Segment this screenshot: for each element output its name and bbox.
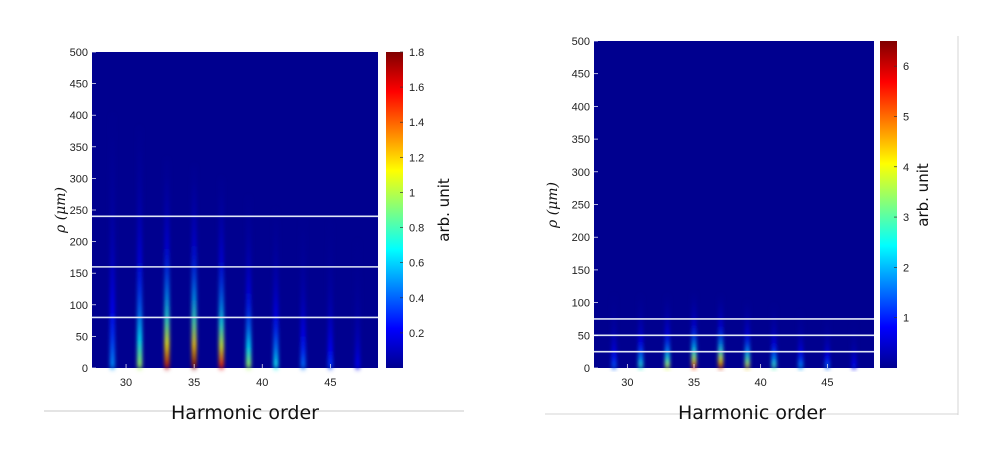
harmonic-streak [770, 305, 778, 368]
y-tick-label: 450 [572, 69, 590, 81]
harmonic-streak [245, 197, 252, 368]
x-tick-label: 40 [256, 377, 268, 389]
y-ticks-left: 0 50 100 150 200 250 300 350 400 450 500 [70, 47, 96, 375]
y-tick-label: 400 [70, 110, 88, 122]
reference-lines-right [594, 318, 874, 353]
colorbar-right [880, 41, 897, 368]
y-tick-label: 50 [578, 330, 590, 342]
x-axis-label-left: Harmonic order [171, 402, 319, 424]
y-tick-label: 200 [572, 232, 590, 244]
colorbar-tick-label: 5 [903, 111, 909, 123]
x-axis-label-right: Harmonic order [678, 402, 826, 424]
colorbar-tick-label: 1 [409, 187, 415, 199]
colorbar-tick-label: 0.4 [409, 293, 424, 305]
y-tick-label: 150 [70, 268, 88, 280]
reference-lines-left [92, 215, 378, 319]
harmonic-streak [136, 127, 143, 368]
x-tick-label: 35 [688, 377, 700, 389]
harmonic-streak [637, 296, 644, 368]
colorbar-left [386, 52, 403, 368]
x-tick-label: 30 [120, 377, 132, 389]
colorbar-tick-label: 1 [903, 313, 909, 325]
y-tick-label: 50 [76, 331, 88, 343]
x-tick-label: 40 [755, 377, 767, 389]
colorbar-tick-label: 4 [903, 162, 909, 174]
y-tick-label: 150 [572, 265, 590, 277]
y-tick-label: 200 [70, 237, 88, 249]
y-tick-label: 100 [572, 298, 590, 310]
x-ticks-right: 30 35 40 45 [621, 364, 833, 389]
y-tick-label: 450 [70, 79, 88, 91]
y-tick-label: 300 [70, 173, 88, 185]
harmonic-streak [299, 216, 307, 368]
plot-area-left [92, 52, 378, 368]
y-tick-label: 500 [572, 36, 590, 48]
colorbar-ticks-left: 0.2 0.4 0.6 0.8 1 1.2 1.4 1.6 1.8 [400, 47, 424, 340]
y-tick-label: 0 [82, 363, 88, 375]
colorbar-tick-label: 0.6 [409, 258, 424, 270]
y-tick-label: 0 [584, 363, 590, 375]
x-tick-label: 45 [821, 377, 833, 389]
x-ticks-left: 30 35 40 45 [120, 364, 336, 389]
colorbar-tick-label: 2 [903, 262, 909, 274]
y-tick-label: 350 [572, 134, 590, 146]
x-tick-label: 30 [621, 377, 633, 389]
colorbar-ticks-right: 1 2 3 4 5 6 [894, 61, 909, 325]
y-tick-label: 250 [70, 205, 88, 217]
harmonic-streak [163, 159, 171, 368]
harmonic-streak [327, 222, 334, 368]
harmonic-streak [797, 312, 804, 368]
colorbar-tick-label: 0.8 [409, 223, 424, 235]
colorbar-label-right: arb. unit [914, 163, 932, 227]
harmonic-streak [690, 292, 698, 368]
colorbar-tick-label: 1.8 [409, 47, 424, 59]
colorbar-tick-label: 1.4 [409, 117, 424, 129]
colorbar-tick-label: 3 [903, 212, 909, 224]
harmonic-streak [664, 296, 671, 368]
y-tick-label: 500 [70, 47, 88, 59]
y-tick-label: 400 [572, 101, 590, 113]
harmonic-streak [272, 210, 280, 368]
y-tick-label: 100 [70, 300, 88, 312]
colorbar-tick-label: 0.2 [409, 328, 424, 340]
y-tick-label: 250 [572, 200, 590, 212]
harmonic-streak [824, 315, 831, 368]
x-tick-label: 35 [188, 377, 200, 389]
colorbar-tick-label: 1.6 [409, 82, 424, 94]
colorbar-tick-label: 6 [903, 61, 909, 73]
y-tick-label: 350 [70, 142, 88, 154]
y-axis-label-left: ρ (μm) [53, 187, 69, 234]
y-tick-label: 300 [572, 167, 590, 179]
harmonic-streak [717, 296, 724, 368]
colorbar-tick-label: 1.2 [409, 152, 424, 164]
y-axis-label-right: ρ (μm) [545, 182, 561, 229]
harmonic-streak [610, 296, 618, 368]
harmonic-streak [109, 115, 116, 368]
colorbar-label-left: arb. unit [435, 178, 453, 242]
x-tick-label: 45 [324, 377, 336, 389]
harmonic-streak [354, 241, 361, 368]
harmonic-streak [850, 322, 858, 368]
harmonic-streak [218, 178, 225, 368]
y-ticks-right: 0 50 100 150 200 250 300 350 400 450 500 [572, 36, 598, 375]
